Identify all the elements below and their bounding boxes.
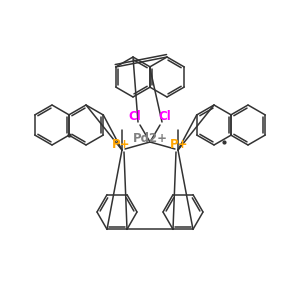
Text: P+: P+: [170, 139, 188, 152]
Text: Cl: Cl: [129, 110, 141, 124]
Text: Cl: Cl: [159, 110, 171, 124]
Text: Pd2+: Pd2+: [133, 133, 167, 146]
Text: P+: P+: [112, 139, 130, 152]
